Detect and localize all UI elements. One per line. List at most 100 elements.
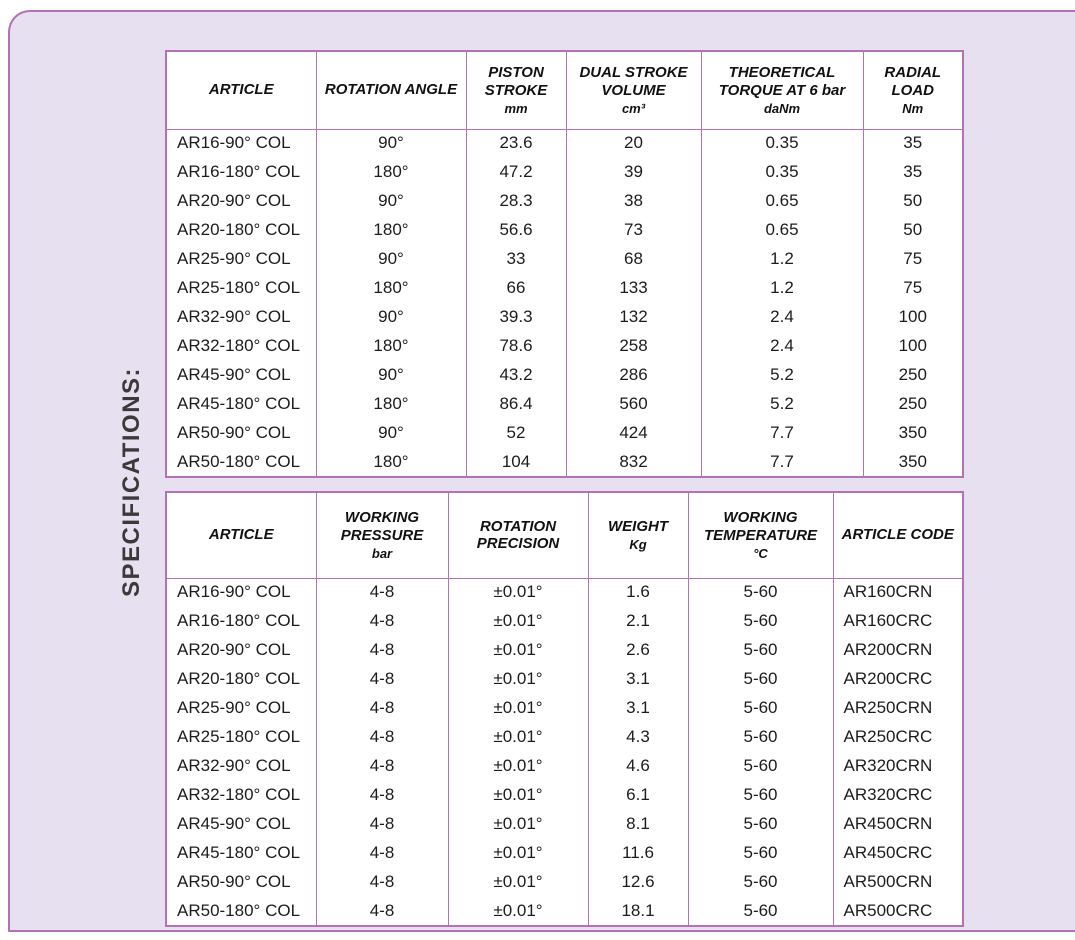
column-title: THEORETICAL TORQUE AT 6 bar [718, 64, 846, 99]
value-cell: 424 [566, 419, 702, 448]
article-cell: AR45-180° COL [166, 839, 317, 868]
specifications-panel: SPECIFICATIONS: ARTICLE ROTATION ANGLE PIS… [8, 10, 1075, 932]
table-row: AR32-180° COL 4-8 ±0.01° 6.1 5-60 AR320CRC [166, 781, 963, 810]
column-title: WORKING TEMPERATURE [703, 509, 818, 544]
value-cell: 35 [903, 133, 923, 153]
value-cell: 2.4 [701, 332, 864, 361]
value-cell: AR250CRC [843, 727, 933, 747]
value-cell: 1.6 [588, 578, 689, 607]
article-cell: AR32-180° COL [166, 332, 317, 361]
value-cell: 350 [898, 451, 927, 471]
value-cell: AR200CRN [843, 640, 933, 660]
column-unit: Nm [902, 100, 924, 116]
value-cell: 4-8 [316, 723, 449, 752]
article-cell: AR45-90° COL [166, 361, 317, 390]
table-row: AR16-180° COL 180° 47.2 39 0.35 35 [166, 158, 963, 187]
column-header: DUAL STROKE VOLUME cm³ [566, 51, 702, 130]
value-cell: 4-8 [316, 810, 449, 839]
section-title: SPECIFICATIONS: [118, 366, 145, 598]
value-cell: AR200CRC [843, 669, 933, 689]
value-cell: 180° [316, 332, 467, 361]
value-cell: 78.6 [466, 332, 567, 361]
value-cell: 7.7 [701, 419, 864, 448]
value-cell: ±0.01° [448, 578, 589, 607]
value-cell: 6.1 [588, 781, 689, 810]
value-cell: 0.65 [701, 216, 864, 245]
column-unit: cm³ [621, 100, 646, 116]
value-cell: 0.35 [701, 129, 864, 158]
value-cell: 250 [898, 394, 927, 414]
value-cell: 50 [903, 220, 923, 240]
value-cell: 5-60 [688, 636, 834, 665]
header-row: ARTICLE WORKING PRESSURE bar ROTATION PRECI… [166, 492, 963, 579]
column-header: RADIAL LOAD Nm [863, 51, 963, 130]
value-cell: 90° [316, 419, 467, 448]
article-cell: AR50-180° COL [166, 897, 317, 926]
table-row: AR25-180° COL 180° 66 133 1.2 75 [166, 274, 963, 303]
table-row: AR25-180° COL 4-8 ±0.01° 4.3 5-60 AR250CRC [166, 723, 963, 752]
value-cell: 75 [903, 278, 923, 298]
article-cell: AR16-90° COL [166, 578, 317, 607]
value-cell: 180° [316, 158, 467, 187]
value-cell: 90° [316, 129, 467, 158]
article-cell: AR16-180° COL [166, 607, 317, 636]
value-cell: 66 [466, 274, 567, 303]
value-cell: 4-8 [316, 868, 449, 897]
table-row: AR45-90° COL 90° 43.2 286 5.2 250 [166, 361, 963, 390]
value-cell: 286 [566, 361, 702, 390]
value-cell: 5-60 [688, 578, 834, 607]
column-title: ROTATION PRECISION [476, 517, 560, 553]
value-cell: 39 [566, 158, 702, 187]
article-cell: AR25-90° COL [166, 245, 317, 274]
column-title: PISTON STROKE [484, 64, 548, 99]
table-row: AR20-180° COL 4-8 ±0.01° 3.1 5-60 AR200CRC [166, 665, 963, 694]
value-cell: ±0.01° [448, 636, 589, 665]
value-cell: 180° [316, 216, 467, 245]
column-header: ARTICLE [166, 51, 317, 130]
value-cell: 180° [316, 448, 467, 477]
value-cell: AR450CRC [843, 843, 933, 863]
column-title: ARTICLE CODE [841, 526, 954, 544]
value-cell: 5-60 [688, 781, 834, 810]
article-cell: AR50-180° COL [166, 448, 317, 477]
column-unit: daNm [763, 100, 801, 116]
article-cell: AR25-90° COL [166, 694, 317, 723]
value-cell: 33 [466, 245, 567, 274]
value-cell: 35 [903, 162, 923, 182]
value-cell: 4-8 [316, 781, 449, 810]
table-row: AR50-90° COL 4-8 ±0.01° 12.6 5-60 AR500CRN [166, 868, 963, 897]
value-cell: 4-8 [316, 665, 449, 694]
value-cell: 43.2 [466, 361, 567, 390]
spec-table-operating: ARTICLE WORKING PRESSURE bar ROTATION PRECI… [165, 491, 964, 927]
value-cell: 4-8 [316, 636, 449, 665]
value-cell: ±0.01° [448, 723, 589, 752]
value-cell: AR160CRC [843, 611, 933, 631]
column-header: WORKING TEMPERATURE °C [688, 492, 834, 579]
value-cell: 4-8 [316, 607, 449, 636]
value-cell: 5-60 [688, 665, 834, 694]
value-cell: 2.4 [701, 303, 864, 332]
value-cell: AR450CRN [843, 814, 933, 834]
header-row: ARTICLE ROTATION ANGLE PISTON STROKE mm DUAL… [166, 51, 963, 130]
value-cell: 5-60 [688, 839, 834, 868]
value-cell: 38 [566, 187, 702, 216]
value-cell: 50 [903, 191, 923, 211]
value-cell: AR320CRN [843, 756, 933, 776]
value-cell: 1.2 [701, 245, 864, 274]
value-cell: 5-60 [688, 752, 834, 781]
value-cell: 180° [316, 390, 467, 419]
value-cell: 250 [898, 365, 927, 385]
value-cell: 90° [316, 245, 467, 274]
table-row: AR32-90° COL 4-8 ±0.01° 4.6 5-60 AR320CRN [166, 752, 963, 781]
value-cell: ±0.01° [448, 839, 589, 868]
value-cell: ±0.01° [448, 781, 589, 810]
tables-container: ARTICLE ROTATION ANGLE PISTON STROKE mm DUAL… [165, 50, 964, 940]
value-cell: 100 [898, 336, 927, 356]
article-cell: AR32-90° COL [166, 303, 317, 332]
article-cell: AR20-180° COL [166, 216, 317, 245]
article-cell: AR50-90° COL [166, 868, 317, 897]
value-cell: 90° [316, 187, 467, 216]
article-cell: AR50-90° COL [166, 419, 317, 448]
value-cell: 5-60 [688, 607, 834, 636]
value-cell: 104 [466, 448, 567, 477]
